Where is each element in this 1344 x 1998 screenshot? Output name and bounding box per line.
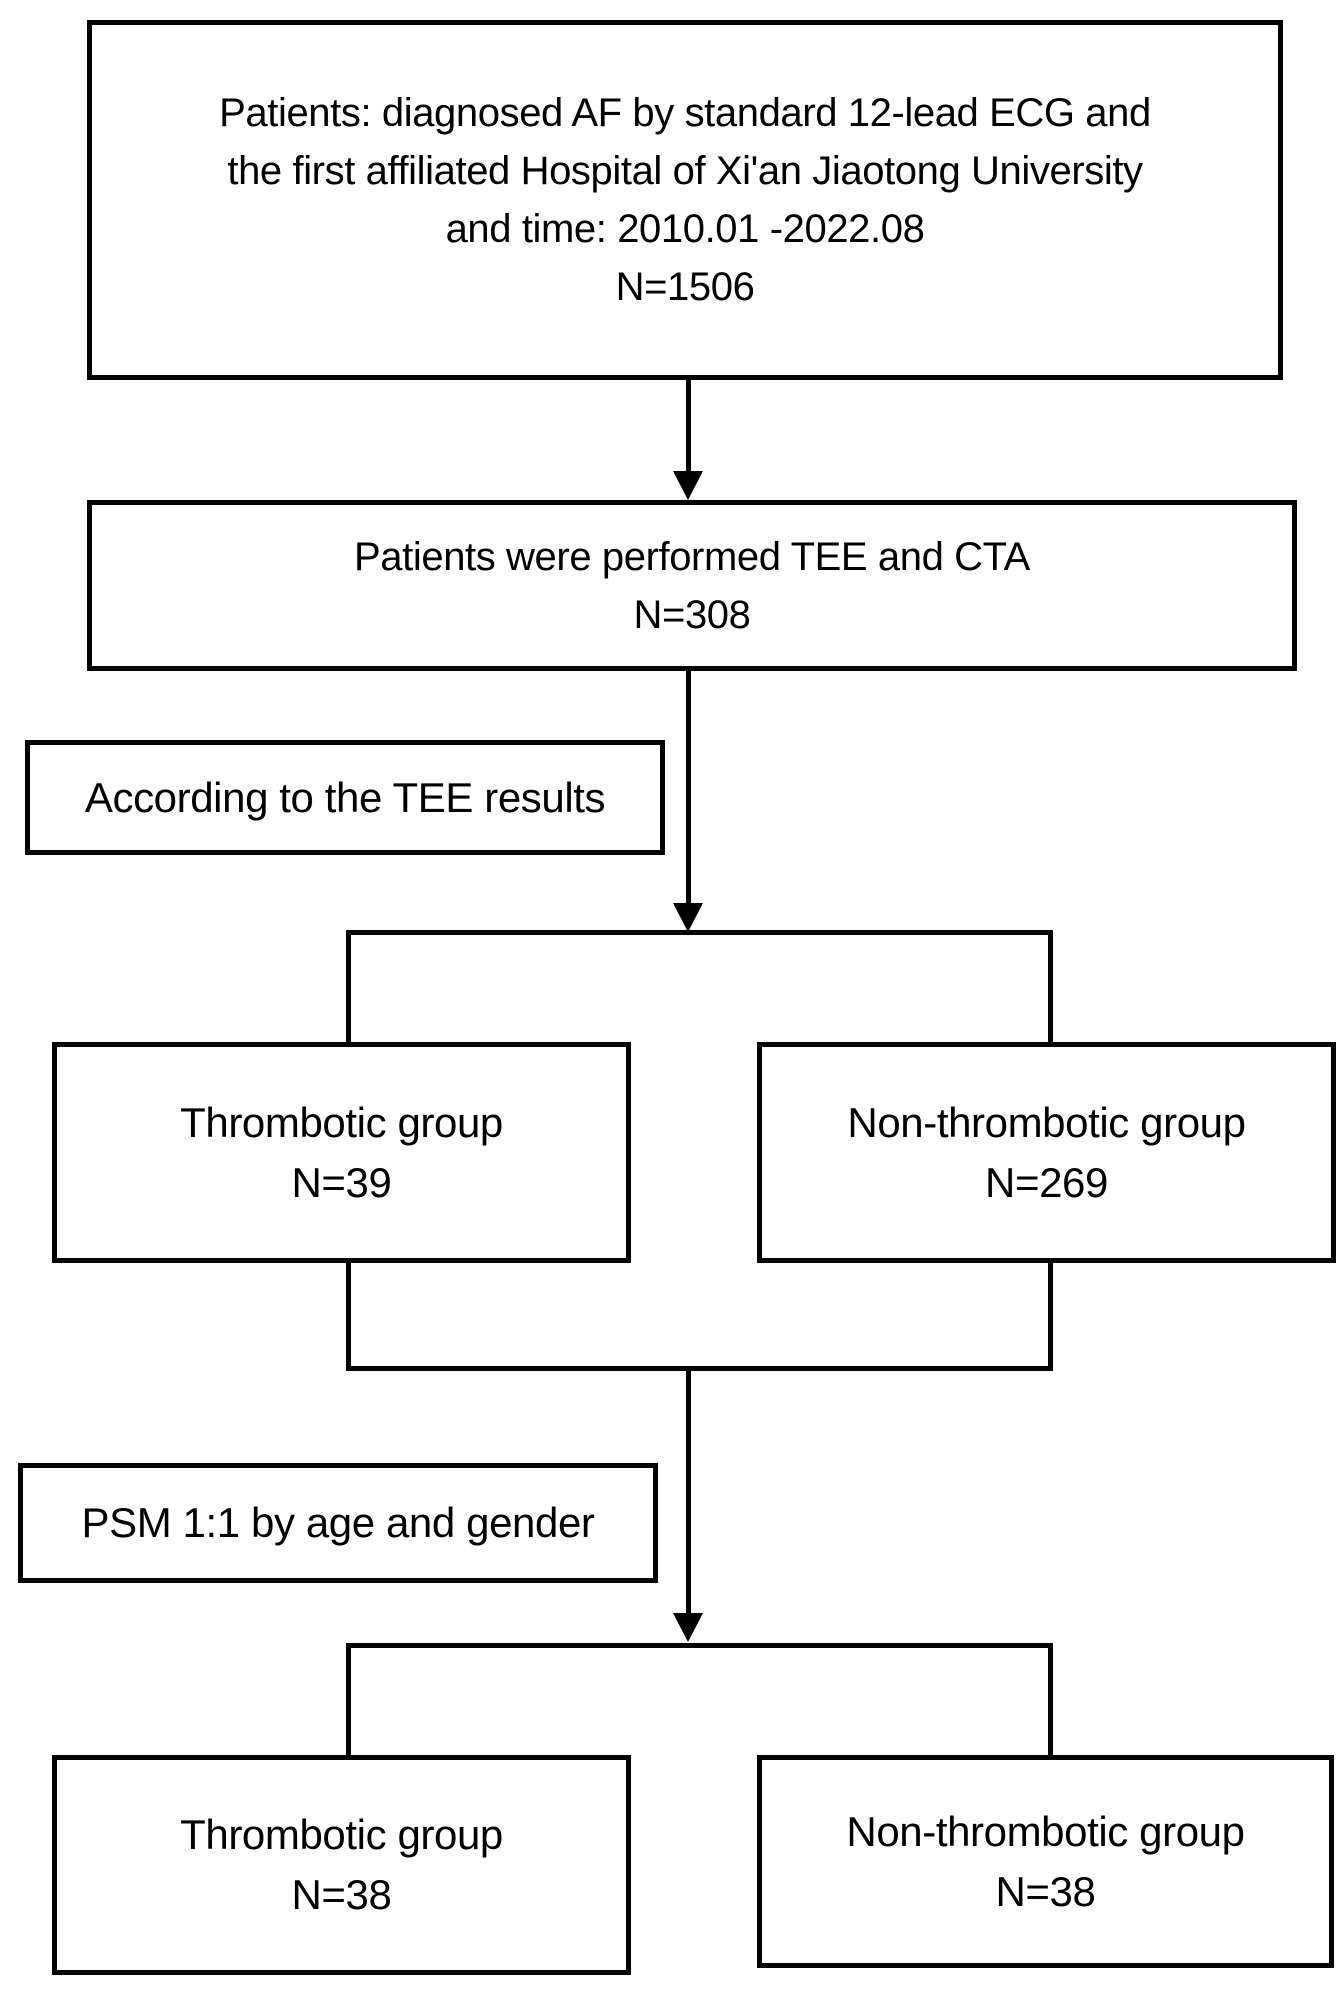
intake-line-2: the first affiliated Hospital of Xi'an J… xyxy=(227,149,1143,193)
group-name: Non-thrombotic group xyxy=(847,1098,1246,1146)
split-2-horizontal-line xyxy=(346,1643,1053,1648)
intake-line-1: Patients: diagnosed AF by standard 12-le… xyxy=(219,91,1151,135)
group-count: N=39 xyxy=(291,1158,392,1206)
tee-results-label-box: According to the TEE results xyxy=(25,740,665,855)
merge-horizontal-line xyxy=(346,1366,1053,1371)
tee-cta-line-1: Patients were performed TEE and CTA xyxy=(354,534,1030,579)
merge-right-riser-line xyxy=(1048,1261,1053,1371)
intake-count: N=1506 xyxy=(615,265,755,309)
split-2-right-drop-line xyxy=(1048,1643,1053,1757)
split-1-left-drop-line xyxy=(346,930,351,1045)
connector-teecta-to-split-line xyxy=(686,669,691,905)
connector-merge-to-split-line xyxy=(686,1369,691,1614)
intake-line-3: and time: 2010.01 -2022.08 xyxy=(445,207,925,251)
group-count: N=38 xyxy=(291,1871,392,1918)
group-count: N=38 xyxy=(995,1867,1096,1915)
arrow-down-icon xyxy=(673,903,703,932)
group-count: N=269 xyxy=(985,1158,1108,1206)
split-2-left-drop-line xyxy=(346,1643,351,1757)
psm-label: PSM 1:1 by age and gender xyxy=(81,1499,595,1546)
tee-cta-count: N=308 xyxy=(633,592,751,637)
group-name: Thrombotic group xyxy=(180,1811,503,1858)
group-name: Thrombotic group xyxy=(180,1098,503,1146)
split-1-right-drop-line xyxy=(1048,930,1053,1045)
non-thrombotic-group-pre-psm-box: Non-thrombotic group N=269 xyxy=(757,1042,1336,1263)
intake-criteria-box: Patients: diagnosed AF by standard 12-le… xyxy=(87,20,1283,380)
tee-cta-box: Patients were performed TEE and CTA N=30… xyxy=(87,500,1297,671)
arrow-down-icon xyxy=(673,471,703,500)
split-1-horizontal-line xyxy=(346,930,1053,935)
non-thrombotic-group-post-psm-box: Non-thrombotic group N=38 xyxy=(757,1755,1334,1968)
arrow-down-icon xyxy=(673,1613,703,1642)
group-name: Non-thrombotic group xyxy=(846,1807,1245,1855)
psm-label-box: PSM 1:1 by age and gender xyxy=(18,1463,658,1583)
thrombotic-group-post-psm-box: Thrombotic group N=38 xyxy=(52,1755,631,1975)
connector-intake-to-teecta-line xyxy=(686,378,691,473)
tee-results-label: According to the TEE results xyxy=(84,773,606,821)
thrombotic-group-pre-psm-box: Thrombotic group N=39 xyxy=(52,1042,631,1263)
merge-left-riser-line xyxy=(346,1261,351,1371)
